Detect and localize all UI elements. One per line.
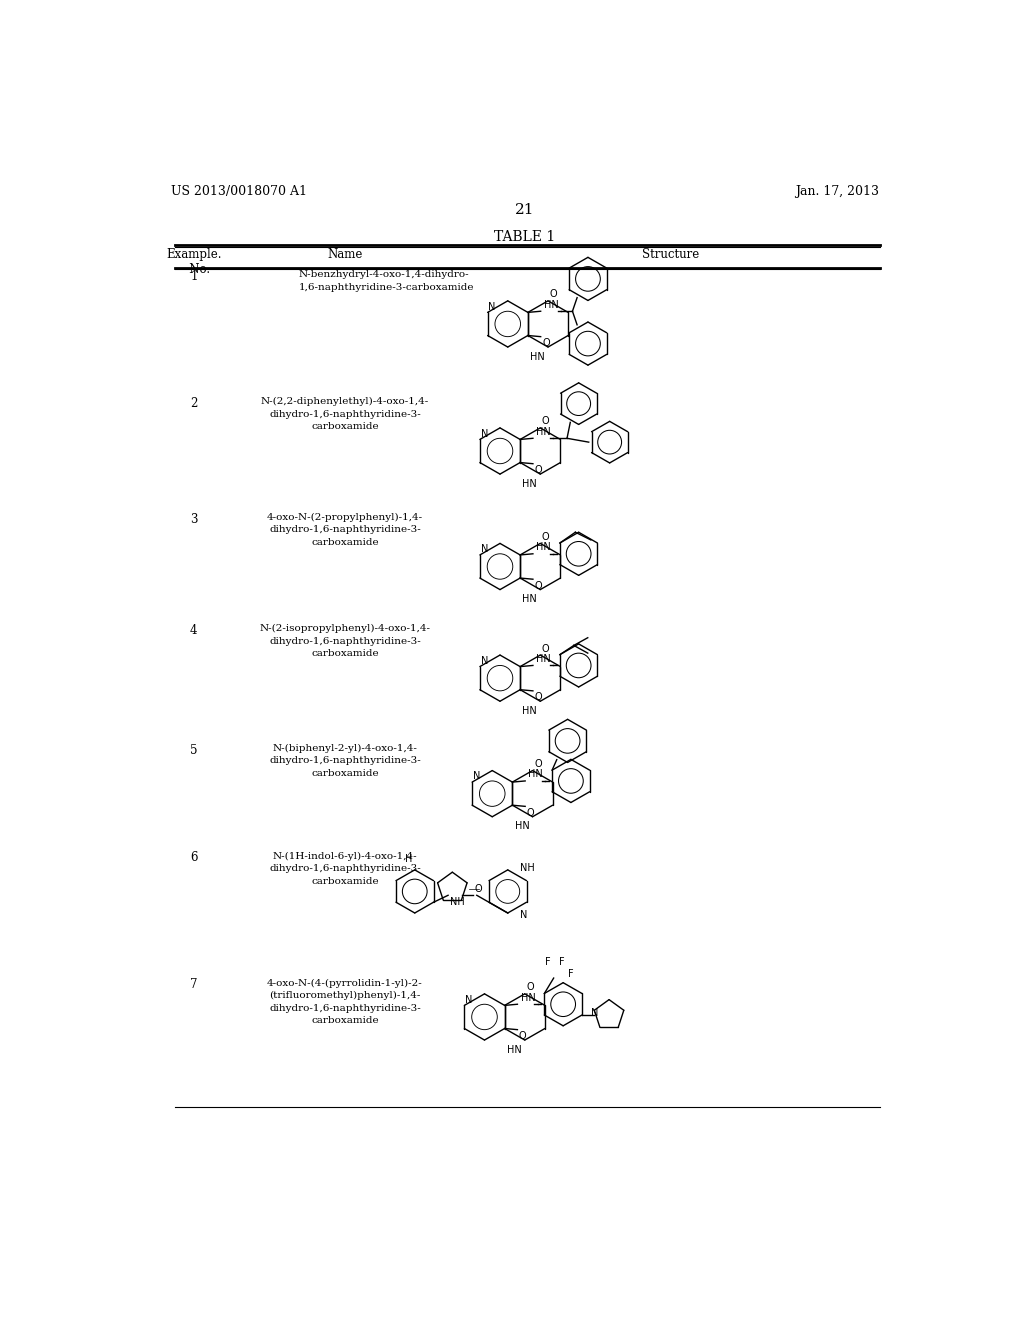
Text: 5: 5 xyxy=(190,743,198,756)
Text: N-(2-isopropylphenyl)-4-oxo-1,4-
dihydro-1,6-naphthyridine-3-
carboxamide: N-(2-isopropylphenyl)-4-oxo-1,4- dihydro… xyxy=(259,624,430,659)
Text: N: N xyxy=(480,429,488,438)
Text: O: O xyxy=(526,808,535,818)
Text: N: N xyxy=(488,302,496,312)
Text: N: N xyxy=(465,995,472,1005)
Text: HN: HN xyxy=(522,706,538,715)
Text: HN: HN xyxy=(544,300,558,310)
Text: N-(biphenyl-2-yl)-4-oxo-1,4-
dihydro-1,6-naphthyridine-3-
carboxamide: N-(biphenyl-2-yl)-4-oxo-1,4- dihydro-1,6… xyxy=(269,743,421,777)
Text: O: O xyxy=(542,532,550,543)
Text: HN: HN xyxy=(536,653,551,664)
Text: HN: HN xyxy=(530,351,545,362)
Text: Name: Name xyxy=(328,248,362,261)
Text: O: O xyxy=(543,338,550,348)
Text: O: O xyxy=(474,884,482,894)
Text: N: N xyxy=(591,1008,598,1019)
Text: 3: 3 xyxy=(190,512,198,525)
Text: HN: HN xyxy=(520,993,536,1003)
Text: 6: 6 xyxy=(190,851,198,865)
Text: 4-oxo-N-(2-propylphenyl)-1,4-
dihydro-1,6-naphthyridine-3-
carboxamide: 4-oxo-N-(2-propylphenyl)-1,4- dihydro-1,… xyxy=(267,512,423,546)
Text: O: O xyxy=(550,289,557,300)
Text: Structure: Structure xyxy=(642,248,699,261)
Text: HN: HN xyxy=(528,770,543,779)
Text: Jan. 17, 2013: Jan. 17, 2013 xyxy=(795,185,879,198)
Text: HN: HN xyxy=(515,821,529,832)
Text: O: O xyxy=(535,693,542,702)
Text: O: O xyxy=(542,644,550,653)
Text: NH: NH xyxy=(520,863,535,873)
Text: O: O xyxy=(526,982,534,993)
Text: N-(1H-indol-6-yl)-4-oxo-1,4-
dihydro-1,6-naphthyridine-3-
carboxamide: N-(1H-indol-6-yl)-4-oxo-1,4- dihydro-1,6… xyxy=(269,851,421,886)
Text: F: F xyxy=(567,969,573,979)
Text: N: N xyxy=(480,656,488,665)
Text: O: O xyxy=(535,581,542,591)
Text: O: O xyxy=(535,465,542,475)
Text: N: N xyxy=(520,909,527,920)
Text: HN: HN xyxy=(522,594,538,605)
Text: F: F xyxy=(559,957,564,968)
Text: F: F xyxy=(545,957,550,968)
Text: NH: NH xyxy=(450,896,464,907)
Text: 4: 4 xyxy=(190,624,198,638)
Text: 2: 2 xyxy=(190,397,198,411)
Text: TABLE 1: TABLE 1 xyxy=(495,230,555,244)
Text: 4-oxo-N-(4-(pyrrolidin-1-yl)-2-
(trifluoromethyl)phenyl)-1,4-
dihydro-1,6-naphth: 4-oxo-N-(4-(pyrrolidin-1-yl)-2- (trifluo… xyxy=(267,978,423,1026)
Text: HN: HN xyxy=(507,1044,521,1055)
Text: HN: HN xyxy=(536,426,551,437)
Text: 1: 1 xyxy=(190,271,198,282)
Text: 7: 7 xyxy=(190,978,198,991)
Text: US 2013/0018070 A1: US 2013/0018070 A1 xyxy=(171,185,306,198)
Text: N-(2,2-diphenylethyl)-4-oxo-1,4-
dihydro-1,6-naphthyridine-3-
carboxamide: N-(2,2-diphenylethyl)-4-oxo-1,4- dihydro… xyxy=(261,397,429,432)
Text: H: H xyxy=(404,854,412,863)
Text: N: N xyxy=(480,544,488,554)
Text: 21: 21 xyxy=(515,203,535,216)
Text: N-benzhydryl-4-oxo-1,4-dihydro-
1,6-naphthyridine-3-carboxamide: N-benzhydryl-4-oxo-1,4-dihydro- 1,6-naph… xyxy=(299,271,474,292)
Text: O: O xyxy=(519,1031,526,1041)
Text: HN: HN xyxy=(536,543,551,552)
Text: N: N xyxy=(473,771,480,781)
Text: Example.
   No.: Example. No. xyxy=(166,248,221,276)
Text: HN: HN xyxy=(522,479,538,488)
Text: O: O xyxy=(542,416,550,426)
Text: O: O xyxy=(535,759,542,770)
